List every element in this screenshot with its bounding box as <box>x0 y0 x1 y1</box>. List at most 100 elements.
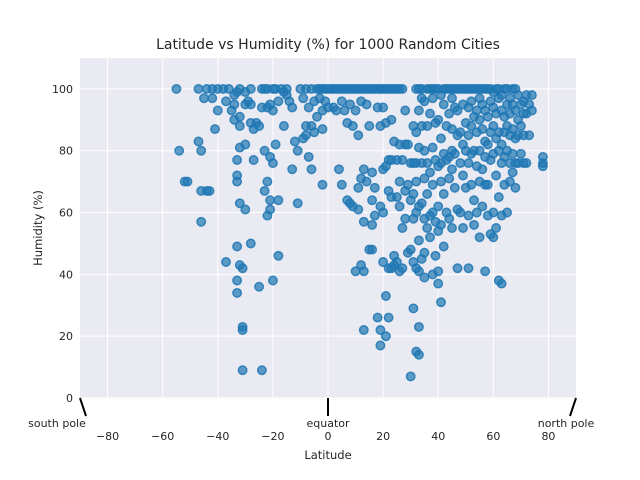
x-tick-labels: −80 −60 −40 −20 0 20 40 60 80 <box>96 430 555 443</box>
data-point <box>419 96 430 107</box>
y-tick-label: 80 <box>59 145 73 158</box>
data-point <box>207 93 218 104</box>
data-point <box>402 139 413 150</box>
data-point <box>367 195 378 206</box>
data-point <box>237 325 248 335</box>
data-point <box>347 121 358 131</box>
data-point <box>408 189 419 199</box>
data-point <box>433 114 444 125</box>
data-point <box>331 105 342 116</box>
data-point <box>270 139 281 150</box>
data-point <box>419 272 430 283</box>
data-point <box>221 257 231 267</box>
data-point <box>372 312 383 323</box>
x-tick-label: −20 <box>261 430 284 443</box>
data-point <box>245 99 256 110</box>
data-point <box>292 198 303 209</box>
data-point <box>449 148 460 159</box>
data-point <box>447 223 457 233</box>
data-point <box>469 219 479 230</box>
data-point <box>480 266 491 277</box>
data-point <box>413 235 424 246</box>
data-point <box>397 223 408 233</box>
annotation-label: south pole <box>28 417 86 430</box>
data-point <box>273 96 284 107</box>
data-point <box>491 170 502 181</box>
data-point <box>394 201 405 212</box>
data-point <box>491 223 502 233</box>
data-point <box>515 121 526 131</box>
annotation-pointer <box>569 397 577 417</box>
data-point <box>317 179 328 190</box>
data-point <box>339 105 350 116</box>
y-tick-labels: 0 20 40 60 80 100 <box>52 83 73 405</box>
data-point <box>427 142 438 153</box>
data-point <box>411 127 422 138</box>
data-point <box>309 127 320 138</box>
x-tick-label: 60 <box>486 430 500 443</box>
data-point <box>298 93 309 104</box>
data-point <box>240 204 251 215</box>
data-point <box>386 114 397 125</box>
x-tick-label: −60 <box>151 430 174 443</box>
data-point <box>408 303 419 314</box>
data-point <box>474 232 485 243</box>
data-point <box>174 145 185 156</box>
data-point <box>474 114 485 125</box>
data-point <box>458 223 468 233</box>
data-point <box>447 164 457 175</box>
data-point <box>524 130 535 141</box>
data-point <box>265 204 276 215</box>
data-point <box>521 158 532 169</box>
data-point <box>254 121 265 131</box>
data-point <box>193 83 204 94</box>
data-point <box>436 176 446 187</box>
x-tick-label: 40 <box>431 430 445 443</box>
data-point <box>452 263 463 274</box>
data-point <box>444 213 455 224</box>
data-point <box>380 331 391 342</box>
data-point <box>466 96 477 107</box>
data-point <box>364 121 375 131</box>
data-point <box>422 121 433 131</box>
data-point <box>232 287 243 298</box>
data-point <box>438 241 449 252</box>
data-point <box>463 130 474 141</box>
y-tick-label: 40 <box>59 268 73 281</box>
data-point <box>427 207 438 218</box>
data-point <box>301 130 311 141</box>
data-point <box>471 207 482 218</box>
data-point <box>265 195 276 206</box>
data-point <box>422 223 433 233</box>
data-point <box>526 105 537 116</box>
data-point <box>477 201 488 212</box>
data-point <box>507 148 518 159</box>
data-point <box>267 158 278 169</box>
data-point <box>245 238 256 249</box>
data-point <box>444 108 455 119</box>
data-point <box>482 111 493 122</box>
data-point <box>380 291 391 301</box>
data-point <box>433 278 444 289</box>
data-point <box>345 99 355 110</box>
data-point <box>248 155 259 165</box>
data-point <box>292 145 303 156</box>
data-point <box>375 340 386 351</box>
annotation-label: north pole <box>538 417 595 430</box>
data-point <box>507 124 518 135</box>
data-point <box>303 102 314 113</box>
data-point <box>358 216 369 227</box>
data-point <box>210 124 220 135</box>
data-point <box>334 164 344 175</box>
x-tick-label: −80 <box>96 430 119 443</box>
chart-title: Latitude vs Humidity (%) for 1000 Random… <box>156 37 500 53</box>
data-point <box>196 216 207 227</box>
data-point <box>306 164 317 175</box>
data-point <box>367 167 378 178</box>
data-point <box>504 176 515 187</box>
data-point <box>537 158 548 169</box>
data-point <box>378 102 389 113</box>
y-tick-label: 0 <box>66 392 73 405</box>
data-point <box>449 182 460 193</box>
data-point <box>405 371 416 382</box>
